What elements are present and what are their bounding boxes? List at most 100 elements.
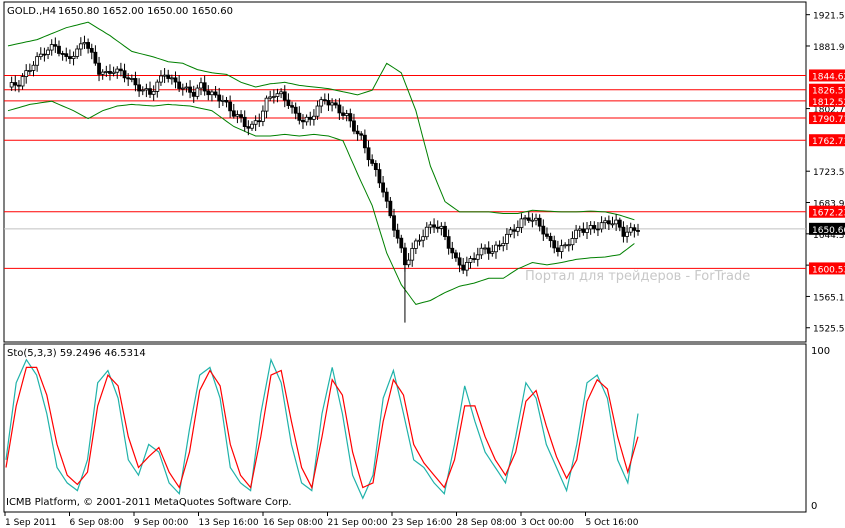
bollinger-upper-band (7, 21, 635, 221)
candle-body (206, 90, 211, 96)
price-tick-label: 1644.30 (813, 231, 845, 241)
candle-body (279, 91, 284, 95)
candle-body (137, 84, 141, 92)
candle-body (162, 74, 167, 77)
candle-body (483, 247, 487, 250)
candle-body (24, 70, 29, 77)
stochastic-signal-line (5, 366, 639, 490)
time-tick-label: 1 Sep 2011 (5, 518, 56, 528)
candle-body (330, 102, 335, 106)
candle-body (282, 91, 287, 101)
candle-body (574, 229, 578, 239)
candle-body (392, 215, 396, 231)
candle-body (625, 231, 629, 237)
horizontal-levels[interactable]: 1844.62 1826.571812.52 1790.73 1762.71 1672.… (4, 69, 845, 275)
candle-body (577, 228, 582, 231)
candle-body (304, 116, 309, 123)
level-tag (809, 69, 845, 82)
time-tick-label: 9 Sep 00:00 (134, 518, 189, 528)
candle-body (461, 264, 466, 271)
candle-body (526, 217, 531, 221)
candle-body (155, 81, 160, 92)
candle-body (588, 225, 593, 230)
candle-body (632, 227, 637, 231)
candle-body (592, 225, 597, 230)
level-tag-label: 1826.57 (812, 87, 845, 97)
time-tick-label: 5 Oct 16:00 (586, 518, 639, 528)
level-tag (809, 83, 845, 96)
candle-body (17, 84, 21, 87)
candle-body (257, 120, 262, 123)
candle-body (253, 120, 258, 125)
candle-body (53, 44, 58, 47)
price-tick-label: 1525.50 (813, 325, 845, 335)
candle-body (421, 236, 426, 241)
candle-body (610, 223, 615, 226)
candle-body (472, 258, 477, 260)
candle-body (373, 162, 378, 170)
candle-body (399, 237, 404, 249)
candle-body (519, 218, 524, 228)
stochastic-label: Sto(5,3,3) 59.2496 46.5314 (7, 348, 146, 359)
candle-body (173, 77, 178, 83)
candle-body (490, 251, 495, 254)
candle-body (443, 225, 447, 237)
candle-body (57, 45, 61, 54)
candle-body (381, 182, 385, 193)
candle-body (505, 233, 509, 244)
candle-body (359, 133, 364, 136)
candle-body (406, 259, 411, 266)
ohlc-values: 1650.80 1652.00 1650.00 1650.60 (58, 6, 233, 17)
current-price-tag (809, 222, 845, 235)
candle-body (195, 87, 200, 97)
candle-body (403, 247, 407, 266)
candle-body (606, 220, 611, 225)
candle-body (596, 228, 600, 231)
candle-body (464, 261, 469, 271)
candle-body (552, 240, 557, 249)
candle-body (13, 82, 18, 86)
candle-body (148, 88, 152, 95)
candle-body (355, 130, 360, 135)
candle-body (311, 115, 316, 120)
candle-body (78, 43, 83, 50)
price-tick-label: 1802.70 (813, 106, 845, 116)
candle-body (108, 70, 112, 74)
level-tag (809, 205, 845, 218)
candle-body (530, 219, 535, 222)
candle-body (27, 70, 32, 72)
stochastic-level-0: 0 (811, 501, 817, 512)
candle-body (235, 114, 240, 117)
candle-body (104, 70, 109, 73)
candle-body (159, 75, 163, 83)
candle-body (413, 240, 418, 249)
candle-body (479, 247, 484, 256)
candle-body (468, 258, 473, 263)
candle-body (362, 134, 367, 149)
candle-body (432, 224, 436, 228)
candle-body (636, 230, 640, 232)
candle-body (199, 82, 203, 89)
candle-body (169, 77, 174, 80)
stochastic-level-100: 100 (811, 346, 830, 357)
price-tick-label: 1881.90 (813, 43, 845, 53)
candlestick-series (9, 35, 640, 323)
candle-body (144, 88, 149, 91)
candle-body (97, 62, 101, 75)
candle-body (388, 200, 393, 217)
candle-body (512, 229, 517, 232)
watermark-text: Портал для трейдеров - ForTrade (525, 269, 750, 284)
candle-body (129, 78, 134, 80)
candle-body (344, 113, 349, 116)
bollinger-bands (7, 21, 635, 305)
stochastic-main-line (5, 357, 639, 500)
candle-body (428, 224, 433, 228)
candle-body (111, 71, 116, 74)
candle-body (545, 233, 549, 237)
level-tag (809, 112, 845, 125)
candle-body (42, 53, 47, 56)
candle-body (118, 68, 123, 72)
candle-body (315, 105, 320, 117)
level-tag (809, 262, 845, 275)
